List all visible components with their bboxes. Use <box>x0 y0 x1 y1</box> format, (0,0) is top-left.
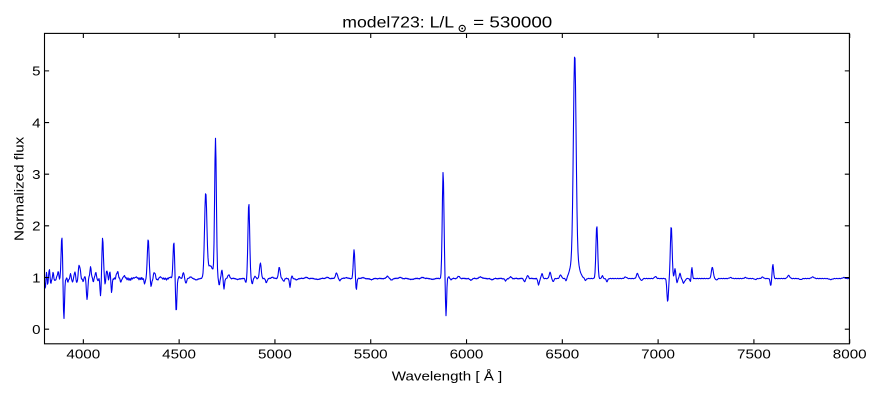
svg-text:4: 4 <box>32 115 40 130</box>
svg-text:4000: 4000 <box>66 346 100 361</box>
svg-text:3: 3 <box>32 167 40 182</box>
svg-text:6500: 6500 <box>545 346 579 361</box>
svg-text:2: 2 <box>32 219 40 234</box>
svg-text:4500: 4500 <box>162 346 196 361</box>
svg-text:Normalized flux: Normalized flux <box>11 136 26 241</box>
svg-text:0: 0 <box>32 322 40 337</box>
svg-text:5: 5 <box>32 64 40 79</box>
svg-text:model723: L/L: model723: L/L <box>342 14 454 31</box>
svg-text:7000: 7000 <box>641 346 675 361</box>
svg-text:5000: 5000 <box>258 346 292 361</box>
svg-text:6000: 6000 <box>450 346 484 361</box>
svg-text:= 530000: = 530000 <box>473 14 552 31</box>
svg-text:1: 1 <box>32 270 40 285</box>
svg-text:Wavelength [ Å ]: Wavelength [ Å ] <box>392 369 503 384</box>
svg-text:5500: 5500 <box>354 346 388 361</box>
svg-text:7500: 7500 <box>737 346 771 361</box>
svg-text:8000: 8000 <box>833 346 867 361</box>
